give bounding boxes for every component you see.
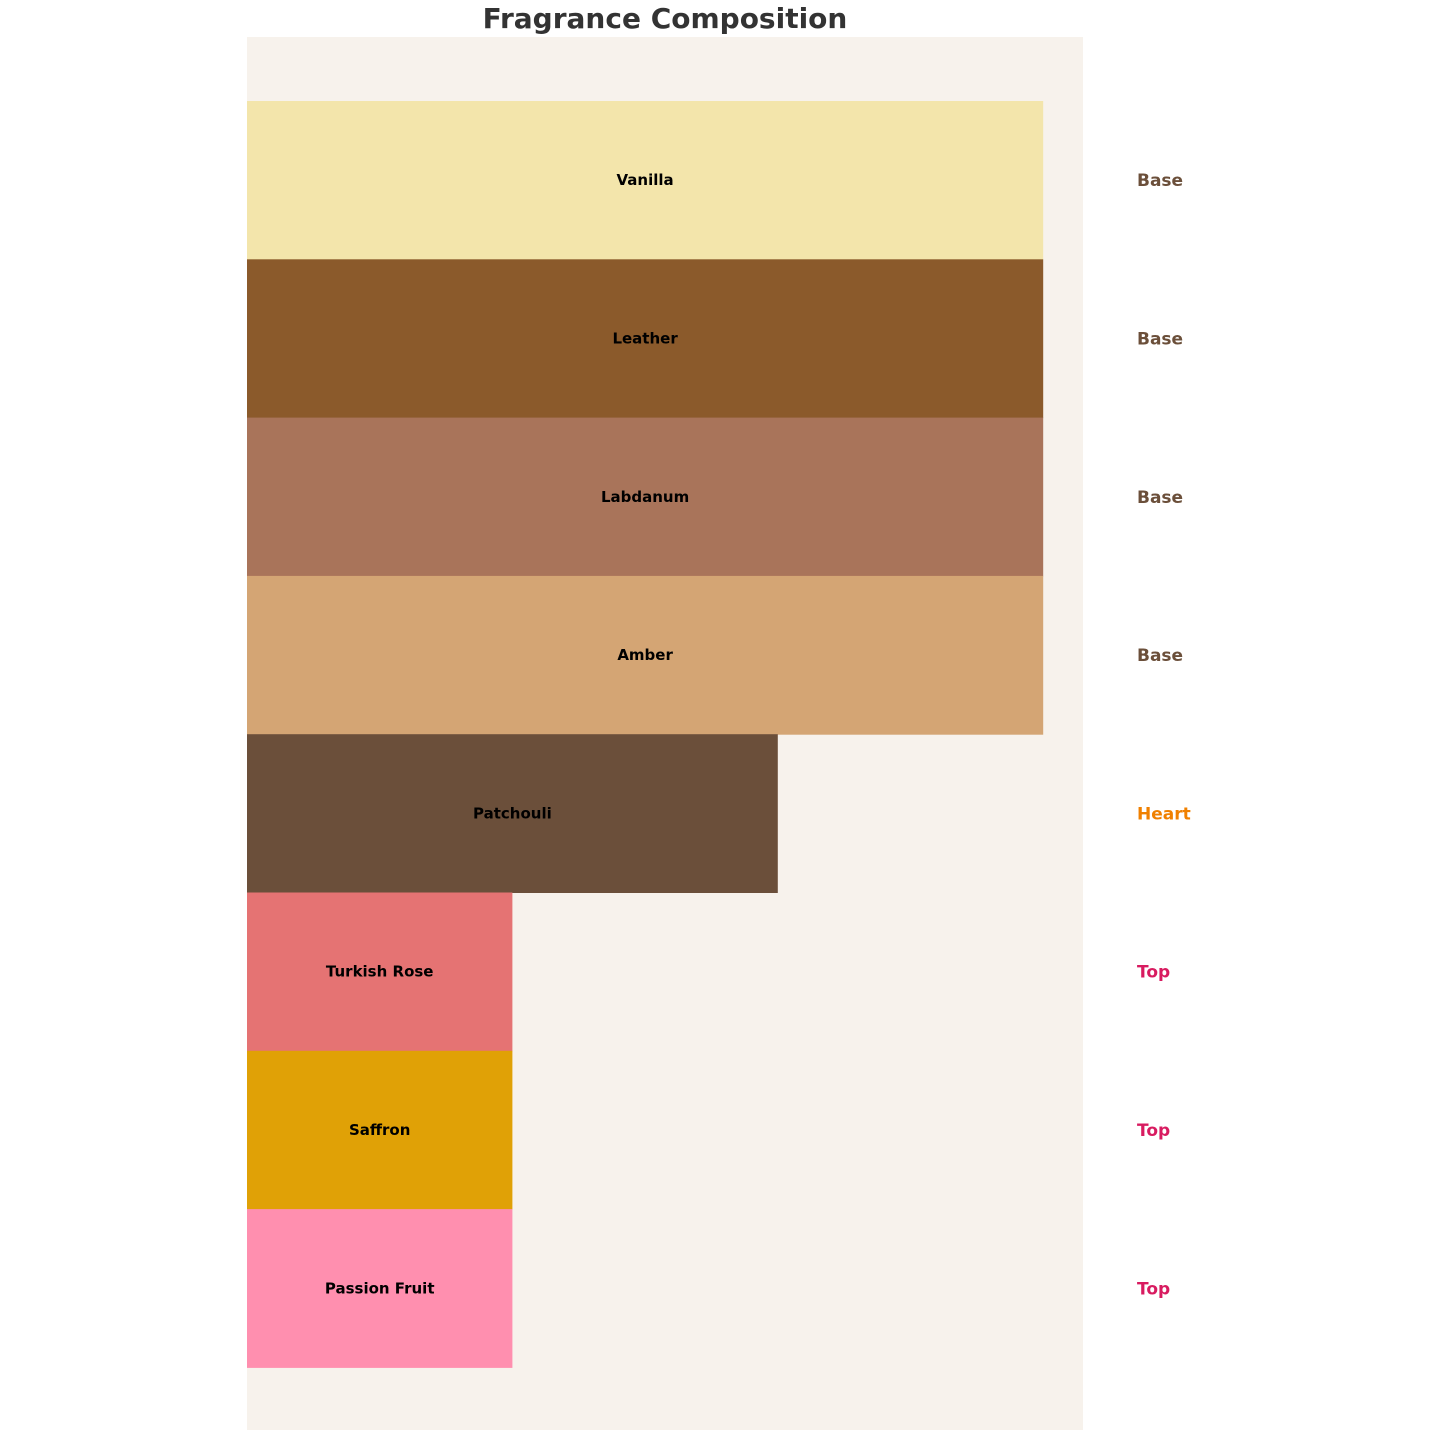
bar-label: Labdanum <box>601 488 689 506</box>
bar-saffron <box>247 1050 513 1210</box>
note-type-label: Heart <box>1137 804 1191 824</box>
bar-label: Leather <box>612 329 678 347</box>
bar-leather <box>247 259 1044 419</box>
bar-label: Patchouli <box>473 804 552 822</box>
note-type-label: Base <box>1137 171 1183 191</box>
note-type-label: Top <box>1137 963 1170 983</box>
bar-label: Saffron <box>349 1121 410 1139</box>
chart-title: Fragrance Composition <box>482 2 848 35</box>
note-type-label: Base <box>1137 488 1183 508</box>
bar-labdanum <box>247 417 1044 577</box>
bar-label: Vanilla <box>617 171 674 189</box>
bar-turkish-rose <box>247 892 513 1052</box>
bar-amber <box>247 575 1044 735</box>
bar-label: Amber <box>617 646 673 664</box>
bar-label: Passion Fruit <box>325 1279 435 1297</box>
bar-passion-fruit <box>247 1209 513 1368</box>
note-type-label: Top <box>1137 1121 1170 1141</box>
note-type-label: Top <box>1137 1279 1170 1299</box>
note-type-label: Base <box>1137 329 1183 349</box>
bar-vanilla <box>247 101 1044 260</box>
bar-label: Turkish Rose <box>326 963 434 981</box>
note-type-label: Base <box>1137 646 1183 666</box>
bar-patchouli <box>247 734 778 893</box>
